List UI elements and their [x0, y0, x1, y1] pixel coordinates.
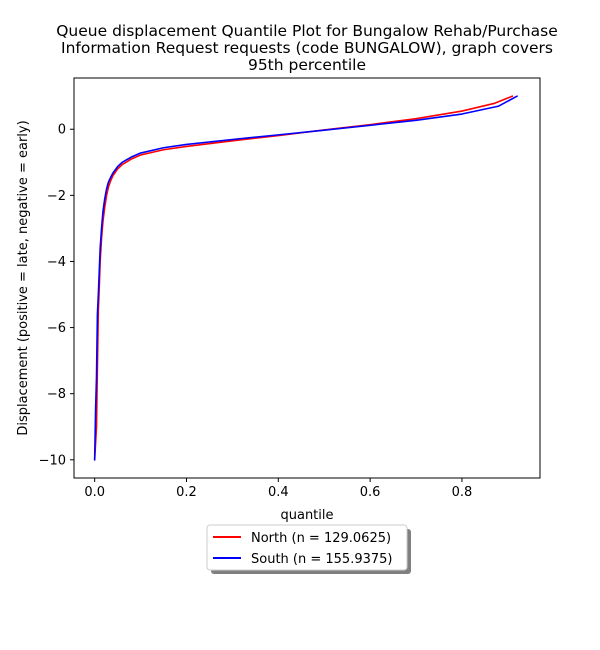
y-tick-label: −6 — [47, 321, 66, 336]
y-axis-label: Displacement (positive = late, negative … — [16, 120, 31, 435]
x-tick-label: 0.6 — [360, 485, 381, 500]
y-tick-label: 0 — [58, 123, 66, 138]
y-tick-label: −2 — [47, 189, 66, 204]
series-line-north — [93, 95, 514, 461]
plot-area — [93, 95, 518, 461]
y-axis-ticks: 0 −2 −4 −6 −8 −10 — [39, 123, 74, 468]
x-tick-label: 0.0 — [84, 485, 105, 500]
legend: North (n = 129.0625) South (n = 155.9375… — [206, 524, 411, 574]
legend-label-south: South (n = 155.9375) — [251, 552, 392, 567]
plot-frame — [73, 77, 541, 479]
legend-box — [206, 524, 408, 571]
x-axis-label: quantile — [280, 508, 333, 523]
chart-title-line-1: Queue displacement Quantile Plot for Bun… — [56, 22, 558, 40]
y-tick-label: −8 — [47, 387, 66, 402]
x-tick-label: 0.8 — [452, 485, 473, 500]
chart-title-line-3: 95th percentile — [248, 56, 366, 74]
series-line-south — [93, 95, 518, 461]
legend-label-north: North (n = 129.0625) — [251, 531, 391, 546]
chart-title-line-2: Information Request requests (code BUNGA… — [61, 39, 553, 57]
y-tick-label: −4 — [47, 255, 66, 270]
x-tick-label: 0.4 — [268, 485, 289, 500]
x-tick-label: 0.2 — [176, 485, 197, 500]
x-axis-ticks: 0.0 0.2 0.4 0.6 0.8 — [84, 478, 472, 500]
y-tick-label: −10 — [39, 453, 66, 468]
